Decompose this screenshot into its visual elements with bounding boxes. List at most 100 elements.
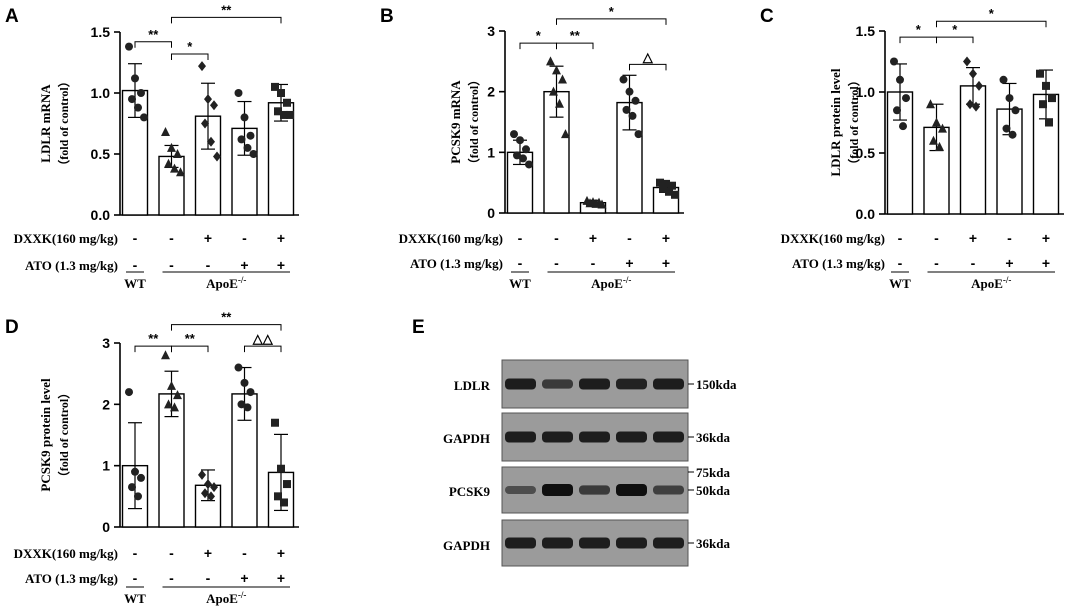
data-point — [585, 198, 595, 208]
data-point — [164, 158, 173, 168]
data-point — [1042, 81, 1050, 90]
size-label: 50kda — [696, 483, 730, 498]
y-axis-label-unit: （fold of control） — [846, 74, 861, 170]
ato-sign: - — [169, 570, 174, 586]
data-point — [134, 492, 142, 501]
data-point — [1045, 118, 1053, 127]
data-point — [283, 98, 291, 107]
significance-bracket — [556, 42, 594, 50]
data-point — [280, 498, 288, 507]
data-point — [198, 469, 206, 480]
significance-label: * — [609, 4, 615, 19]
data-point — [966, 99, 974, 110]
blot-band — [653, 485, 684, 495]
dxxk-sign: - — [934, 230, 939, 246]
y-tick-label: 1.0 — [91, 85, 111, 101]
y-axis-label-unit: （fold of control） — [56, 75, 71, 171]
data-point — [240, 378, 249, 387]
significance-bracket — [936, 36, 974, 44]
dxxk-sign: - — [242, 545, 247, 561]
group-label-wt: WT — [509, 276, 531, 291]
size-label: 150kda — [696, 377, 737, 392]
ato-sign: - — [133, 570, 138, 586]
y-tick-label: 0.5 — [856, 145, 876, 161]
data-point — [234, 89, 243, 97]
blot-band — [579, 378, 610, 390]
dxxk-sign: + — [969, 230, 977, 246]
blot-band — [653, 431, 684, 443]
data-point — [204, 479, 212, 490]
data-point — [555, 98, 564, 108]
ato-sign: - — [133, 257, 138, 273]
significance-bracket — [244, 345, 282, 353]
data-point — [899, 122, 907, 131]
significance-bracket — [629, 63, 667, 71]
data-point — [597, 199, 607, 209]
data-point — [283, 480, 291, 489]
data-point — [137, 473, 145, 482]
data-point — [140, 113, 148, 122]
group-label-apoe: ApoE-/- — [206, 275, 246, 291]
data-point — [1005, 94, 1014, 103]
ato-sign: + — [662, 255, 670, 271]
data-point — [893, 106, 901, 115]
data-point — [1039, 100, 1047, 109]
significance-bracket — [936, 20, 1047, 28]
y-tick-label: 2 — [102, 396, 110, 412]
y-tick-label: 0.5 — [91, 146, 111, 162]
group-label-wt: WT — [124, 276, 146, 291]
data-point — [161, 350, 170, 360]
ato-row-label: ATO (1.3 mg/kg) — [25, 571, 118, 586]
panel-label: D — [5, 317, 19, 338]
data-point — [173, 390, 182, 400]
y-axis-label: PCSK9 protein level — [38, 378, 53, 492]
y-tick-label: 3 — [102, 335, 110, 351]
data-point — [552, 65, 561, 75]
data-point — [277, 464, 285, 473]
blot-band — [653, 537, 684, 549]
y-tick-label: 1.5 — [856, 23, 876, 39]
panel-label: B — [380, 6, 394, 27]
data-point — [125, 42, 133, 51]
significance-bracket — [171, 53, 209, 60]
significance-label: △△ — [252, 331, 274, 346]
data-point — [204, 94, 212, 105]
data-point — [926, 99, 935, 109]
dxxk-sign: - — [133, 545, 138, 561]
data-point — [234, 363, 243, 372]
data-point — [164, 399, 173, 409]
y-tick-label: 1 — [102, 458, 110, 474]
blot-label: PCSK9 — [449, 484, 491, 499]
data-point — [249, 150, 258, 158]
data-point — [634, 130, 643, 139]
blot-band — [542, 537, 573, 549]
ato-sign: - — [898, 255, 903, 271]
significance-bracket — [134, 41, 172, 48]
significance-bracket — [899, 36, 937, 44]
data-point — [237, 400, 246, 409]
data-point — [274, 492, 282, 501]
data-point — [161, 127, 170, 137]
blot-band — [505, 378, 536, 390]
dxxk-sign: - — [133, 230, 138, 246]
data-point — [549, 86, 558, 96]
ato-sign: - — [206, 570, 211, 586]
data-point — [969, 68, 977, 79]
size-label: 75kda — [696, 465, 730, 480]
ato-sign: - — [206, 257, 211, 273]
data-point — [625, 87, 634, 96]
group-label-wt: WT — [124, 591, 146, 606]
significance-label: ** — [148, 331, 159, 346]
significance-label: * — [536, 28, 542, 43]
y-tick-label: 0.0 — [91, 207, 111, 223]
data-point — [213, 151, 221, 162]
data-point — [243, 143, 252, 152]
y-tick-label: 2 — [487, 84, 495, 100]
y-axis-label-unit: （fold of control） — [466, 74, 481, 170]
significance-bracket — [171, 324, 282, 331]
y-axis-label: LDLR mRNA — [38, 84, 53, 163]
significance-label: ** — [185, 331, 196, 346]
ato-sign: + — [277, 257, 285, 273]
data-point — [622, 105, 631, 114]
